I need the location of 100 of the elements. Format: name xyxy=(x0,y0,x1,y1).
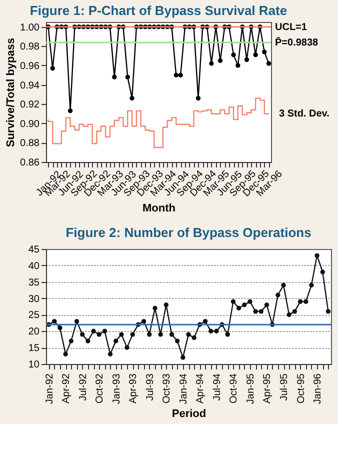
point xyxy=(236,63,240,68)
y-tick-label: 0.98 xyxy=(20,42,40,53)
point xyxy=(320,270,325,274)
point xyxy=(218,58,223,63)
chart-title: Figure 1: P-Chart of Bypass Survival Rate xyxy=(30,2,288,18)
point xyxy=(298,299,303,304)
point xyxy=(164,302,168,308)
y-tick-label: 0.92 xyxy=(20,100,40,111)
y-tick-label: 25 xyxy=(28,310,40,322)
point xyxy=(174,72,178,78)
point xyxy=(68,108,73,114)
point xyxy=(119,332,124,337)
ref-line-label: UCL=1 xyxy=(275,22,308,33)
point xyxy=(258,309,264,314)
point xyxy=(63,352,68,356)
point xyxy=(130,96,134,101)
y-tick-label: 15 xyxy=(28,343,40,354)
point xyxy=(102,328,108,334)
point xyxy=(141,318,146,324)
point xyxy=(52,318,57,324)
x-tick-label: Apr-95 xyxy=(262,373,274,404)
x-tick-label: Jul-93 xyxy=(144,373,156,401)
point xyxy=(125,74,130,80)
y-tick-label: 0.90 xyxy=(20,118,40,130)
point xyxy=(208,328,214,334)
point xyxy=(230,299,236,304)
point xyxy=(114,338,118,344)
point xyxy=(91,328,96,334)
x-axis-title: Month xyxy=(142,202,176,214)
x-tick-label: Oct-93 xyxy=(162,373,173,404)
x-tick-label: Oct-92 xyxy=(94,373,106,404)
point xyxy=(253,52,258,58)
point xyxy=(248,299,252,304)
point xyxy=(180,355,186,360)
x-tick-label: Apr-92 xyxy=(61,373,72,404)
x-tick-label: Apr-93 xyxy=(128,373,140,404)
point xyxy=(124,345,130,350)
point xyxy=(96,332,102,337)
point xyxy=(264,302,270,308)
point xyxy=(174,338,180,344)
y-tick-label: 0.94 xyxy=(20,80,40,92)
point xyxy=(74,318,80,324)
point xyxy=(214,328,219,334)
point xyxy=(202,318,208,324)
point xyxy=(158,332,163,337)
y-tick-label: 0.96 xyxy=(20,60,40,72)
ref-line-label: P̄=0.9838 xyxy=(275,36,319,48)
point xyxy=(326,309,331,314)
point xyxy=(244,57,250,62)
point xyxy=(209,61,214,66)
point xyxy=(130,332,135,337)
x-axis-title: Period xyxy=(172,408,206,420)
x-tick-label: Jan-96 xyxy=(312,373,324,404)
point xyxy=(225,332,230,337)
point xyxy=(304,299,308,304)
point xyxy=(286,312,292,318)
point xyxy=(152,306,158,310)
point xyxy=(236,306,242,310)
point xyxy=(186,332,191,337)
y-axis-title: Survive/Total bypass xyxy=(5,38,18,148)
y-tick-label: 1.00 xyxy=(20,22,40,34)
y-tick-label: 10 xyxy=(28,360,40,370)
x-tick-label: Jan-95 xyxy=(245,373,256,404)
point xyxy=(80,332,85,337)
point xyxy=(262,50,267,54)
point xyxy=(58,326,62,330)
y-tick-label: 0.88 xyxy=(20,138,40,150)
point xyxy=(196,96,201,101)
point xyxy=(292,309,298,314)
point xyxy=(86,338,90,344)
point xyxy=(178,72,183,78)
x-tick-label: Oct-94 xyxy=(228,373,240,404)
chart-title: Figure 2: Number of Bypass Operations xyxy=(66,225,312,240)
point xyxy=(192,335,196,340)
x-tick-label: Jan-93 xyxy=(111,373,122,404)
y-tick-label: 0.86 xyxy=(20,158,40,168)
point xyxy=(314,253,320,258)
y-tick-label: 35 xyxy=(28,277,40,288)
point xyxy=(281,282,286,288)
series-label: 3 Std. Dev. xyxy=(279,108,330,120)
x-tick-label: Jul-95 xyxy=(279,373,290,401)
point xyxy=(108,352,113,356)
point xyxy=(50,66,55,71)
point xyxy=(169,332,174,337)
x-tick-label: Apr-94 xyxy=(195,373,206,404)
point xyxy=(231,52,236,58)
y-tick-label: 30 xyxy=(28,294,40,305)
x-tick-label: Jan-92 xyxy=(44,373,56,404)
point xyxy=(68,338,74,344)
point xyxy=(242,302,247,308)
x-tick-label: Jul-94 xyxy=(212,373,223,401)
point xyxy=(112,74,117,80)
point xyxy=(309,282,314,288)
y-tick-label: 40 xyxy=(28,260,40,272)
point xyxy=(253,309,258,314)
y-tick-label: 45 xyxy=(28,244,40,256)
point xyxy=(266,61,272,66)
x-tick-label: Oct-95 xyxy=(296,373,307,404)
y-tick-label: 20 xyxy=(28,326,40,338)
point xyxy=(147,332,152,337)
